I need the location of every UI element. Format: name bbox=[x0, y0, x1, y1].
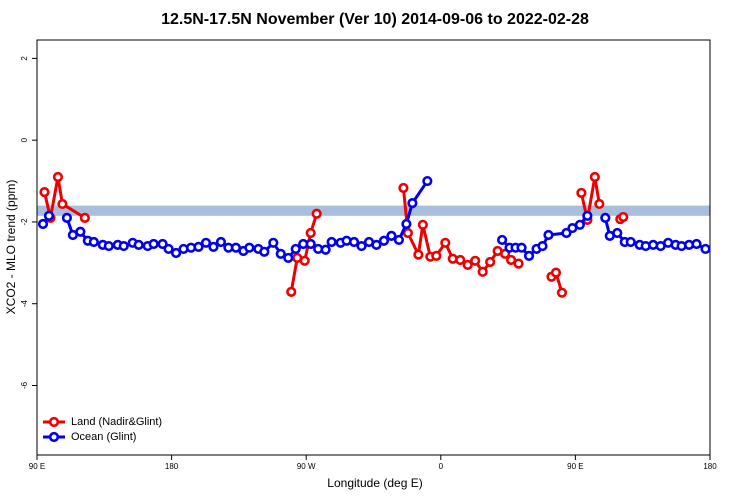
data-point bbox=[299, 255, 310, 266]
y-tick-label: -6 bbox=[20, 381, 29, 389]
data-point bbox=[462, 259, 473, 270]
data-point bbox=[43, 210, 55, 221]
data-point bbox=[422, 175, 433, 187]
data-point bbox=[543, 229, 554, 241]
data-point bbox=[378, 235, 390, 246]
data-point bbox=[118, 240, 129, 252]
data-point bbox=[600, 212, 611, 223]
data-point bbox=[61, 212, 73, 223]
y-tick-label: 2 bbox=[20, 56, 29, 61]
data-point bbox=[356, 240, 367, 252]
series-line bbox=[43, 175, 625, 294]
data-point bbox=[582, 210, 593, 221]
chart-title: 12.5N-17.5N November (Ver 10) 2014-09-06… bbox=[161, 11, 589, 28]
data-point bbox=[371, 239, 382, 250]
data-point bbox=[103, 240, 114, 252]
legend-label: Ocean (Glint) bbox=[71, 431, 136, 443]
y-tick-label: 0 bbox=[20, 137, 29, 142]
data-point bbox=[37, 218, 49, 230]
data-point bbox=[455, 254, 466, 266]
data-point bbox=[259, 246, 270, 257]
data-point bbox=[88, 236, 99, 248]
data-point bbox=[497, 234, 508, 246]
data-point bbox=[431, 250, 442, 261]
data-point bbox=[574, 219, 585, 230]
x-axis-label: Longitude (deg E) bbox=[327, 476, 422, 490]
x-tick-label: 90 W bbox=[297, 462, 316, 471]
data-point bbox=[440, 237, 451, 248]
data-point bbox=[594, 198, 605, 210]
data-point bbox=[485, 256, 496, 268]
data-point bbox=[386, 230, 397, 241]
y-tick-label: -2 bbox=[20, 218, 29, 226]
legend-marker bbox=[48, 416, 60, 428]
data-point bbox=[326, 236, 337, 248]
x-tick-label: 180 bbox=[165, 462, 179, 471]
data-point bbox=[401, 218, 412, 230]
data-point bbox=[170, 247, 182, 259]
data-point bbox=[193, 241, 204, 252]
data-point bbox=[39, 186, 50, 198]
data-point bbox=[200, 237, 212, 248]
data-point bbox=[148, 238, 159, 250]
data-point bbox=[691, 238, 702, 250]
data-point bbox=[52, 171, 64, 183]
data-point bbox=[537, 240, 548, 252]
data-point bbox=[556, 287, 568, 298]
data-point bbox=[275, 248, 286, 259]
reference-band bbox=[37, 205, 710, 216]
data-point bbox=[79, 212, 90, 223]
data-point bbox=[505, 254, 517, 266]
data-point bbox=[320, 244, 331, 255]
y-axis-label: XCO2 - MLO trend (ppm) bbox=[4, 180, 18, 315]
data-point bbox=[523, 250, 535, 261]
data-point bbox=[57, 198, 68, 210]
data-point bbox=[163, 243, 174, 255]
data-point bbox=[305, 238, 316, 250]
data-point bbox=[268, 237, 279, 248]
legend-marker bbox=[48, 431, 60, 443]
data-point bbox=[413, 249, 424, 260]
data-point bbox=[700, 243, 711, 255]
data-point bbox=[576, 187, 587, 199]
data-point bbox=[516, 242, 527, 253]
data-point bbox=[244, 242, 255, 253]
legend-label: Land (Nadir&Glint) bbox=[71, 416, 162, 428]
data-point bbox=[612, 227, 623, 239]
data-point bbox=[625, 236, 636, 248]
data-point bbox=[311, 208, 322, 219]
data-point bbox=[550, 267, 562, 278]
data-point bbox=[290, 243, 301, 255]
y-tick-label: -4 bbox=[20, 300, 29, 308]
data-point bbox=[470, 255, 481, 266]
data-point bbox=[618, 211, 629, 223]
x-tick-label: 90 E bbox=[567, 462, 583, 471]
data-point bbox=[402, 227, 413, 239]
data-point bbox=[215, 236, 227, 248]
data-point bbox=[513, 258, 524, 269]
data-point bbox=[305, 227, 316, 239]
data-point bbox=[477, 266, 488, 277]
data-point bbox=[286, 286, 297, 297]
x-tick-label: 0 bbox=[439, 462, 444, 471]
data-point bbox=[589, 171, 600, 183]
data-point bbox=[133, 239, 144, 250]
data-point bbox=[283, 252, 294, 264]
data-point bbox=[75, 226, 86, 237]
data-point bbox=[398, 182, 409, 194]
x-tick-label: 180 bbox=[703, 462, 717, 471]
data-point bbox=[348, 236, 360, 248]
data-point bbox=[417, 219, 428, 230]
data-point bbox=[407, 198, 418, 209]
x-tick-label: 90 E bbox=[29, 462, 45, 471]
data-point bbox=[393, 234, 405, 246]
data-point bbox=[208, 241, 219, 252]
